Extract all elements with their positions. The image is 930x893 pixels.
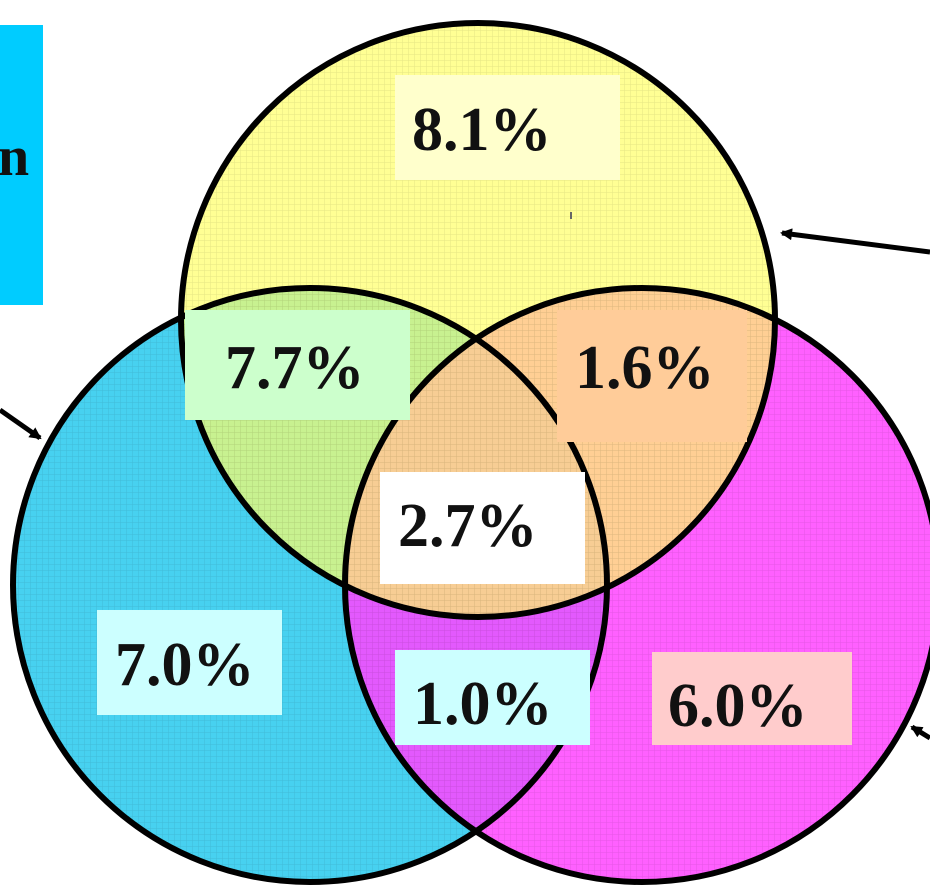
arrow-to-blue — [0, 407, 42, 441]
label-box — [652, 652, 852, 745]
arrows — [0, 228, 930, 741]
label-yellow-only: 8.1% — [395, 75, 620, 180]
label-text: 6.0% — [668, 672, 808, 740]
label-box — [395, 75, 620, 180]
label-text: 7.7% — [225, 334, 365, 402]
label-text: 7.0% — [115, 631, 255, 699]
note-box-bg — [0, 25, 43, 305]
note-box: n — [0, 25, 43, 305]
stray-mark — [570, 212, 572, 219]
circle-outlines — [10, 20, 930, 885]
note-box-text: n — [0, 126, 29, 188]
label-yellow-blue: 7.7% — [185, 310, 410, 420]
label-pink-only: 6.0% — [652, 652, 852, 745]
label-blue-only: 7.0% — [97, 610, 282, 715]
label-yellow-pink: 1.6% — [557, 310, 747, 442]
label-text: 1.6% — [575, 334, 715, 402]
label-text: 8.1% — [412, 96, 552, 164]
label-text: 2.7% — [398, 492, 538, 560]
arrow-to-yellow — [780, 228, 930, 255]
label-blue-pink: 1.0% — [395, 650, 590, 745]
circle-yellow-outline — [178, 20, 778, 620]
arrow-to-pink — [910, 724, 930, 741]
circle-yellow-pattern — [181, 23, 775, 617]
label-box — [395, 650, 590, 745]
circle-yellow — [181, 23, 775, 617]
label-center: 2.7% — [380, 472, 585, 584]
label-box — [557, 310, 747, 442]
label-text: 1.0% — [413, 670, 553, 738]
label-box — [380, 472, 585, 584]
region-labels: 8.1% 7.7% 1.6% 2.7% 7.0% 1.0% 6.0% — [97, 75, 852, 745]
label-box — [185, 310, 410, 420]
label-box — [97, 610, 282, 715]
